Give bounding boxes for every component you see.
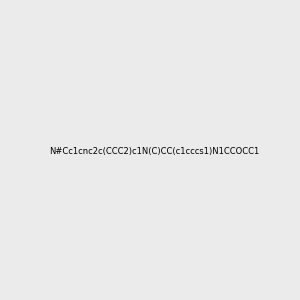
Text: N#Cc1cnc2c(CCC2)c1N(C)CC(c1cccs1)N1CCOCC1: N#Cc1cnc2c(CCC2)c1N(C)CC(c1cccs1)N1CCOCC…: [49, 147, 259, 156]
